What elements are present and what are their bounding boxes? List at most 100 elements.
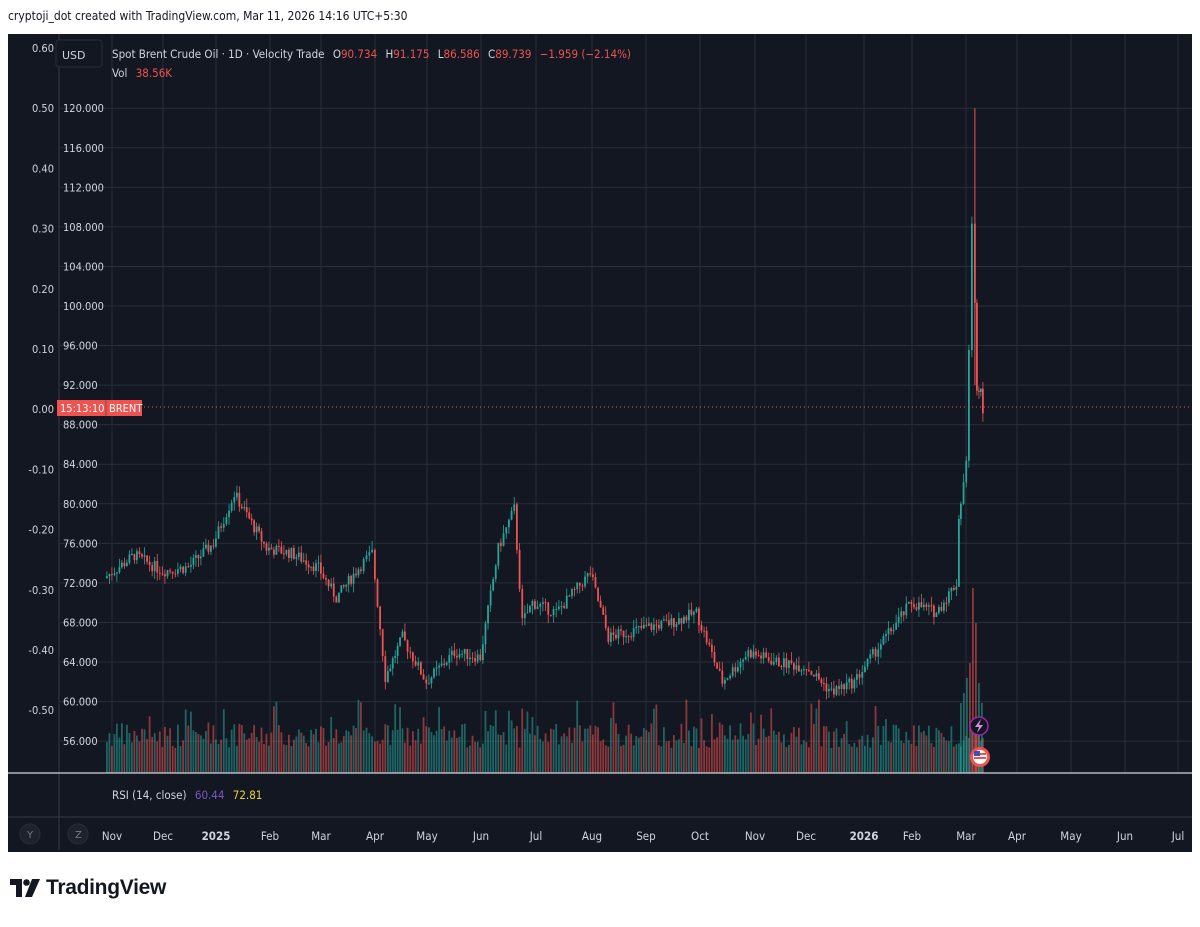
volume-bar <box>734 735 737 773</box>
volume-bar <box>217 743 220 773</box>
lightning-event-icon[interactable] <box>969 716 989 736</box>
volume-bar <box>497 734 500 773</box>
tradingview-logo-icon <box>10 879 40 897</box>
candle <box>680 617 683 632</box>
volume-bar <box>940 732 943 773</box>
candle <box>653 617 655 636</box>
candle <box>116 571 118 582</box>
candle <box>685 615 688 623</box>
volume-bar <box>340 742 343 773</box>
candle <box>632 619 635 642</box>
candle <box>502 525 505 547</box>
candle <box>270 543 273 550</box>
z-button[interactable]: Z <box>67 823 89 845</box>
price-tick-label: 68.000 <box>63 616 98 629</box>
candle <box>818 665 820 681</box>
candle <box>236 485 238 501</box>
candle <box>902 610 905 622</box>
volume-bar <box>357 699 360 773</box>
candle <box>693 610 695 624</box>
candle <box>368 545 371 562</box>
price-tag-time: 15:13:10 <box>60 402 104 415</box>
volume-bar <box>955 744 958 773</box>
volume-bar <box>558 744 560 773</box>
volume-bar <box>374 741 376 773</box>
candle <box>273 546 275 559</box>
candle <box>461 650 463 659</box>
candle <box>933 603 935 625</box>
candle <box>347 573 350 593</box>
left-tick-label: -0.40 <box>28 644 54 657</box>
volume-bar <box>508 710 510 773</box>
volume-bar <box>604 745 607 773</box>
left-tick-label: 0.10 <box>32 343 54 356</box>
candle <box>594 572 597 589</box>
candle <box>905 596 908 619</box>
candle <box>494 563 497 583</box>
price-tick-label: 76.000 <box>63 537 98 550</box>
candle <box>772 652 775 666</box>
volume-bar <box>928 725 930 773</box>
candle <box>524 605 526 626</box>
volume-bar <box>164 726 166 773</box>
volume-bar <box>345 730 348 773</box>
candle <box>394 650 397 664</box>
candle <box>877 642 880 665</box>
candle <box>505 527 508 539</box>
candle <box>823 677 825 692</box>
currency-label[interactable]: USD <box>62 49 86 62</box>
candle <box>645 618 648 628</box>
volume-bar <box>840 738 843 773</box>
candle <box>642 616 645 629</box>
volume-bar <box>969 663 971 773</box>
volume-bar <box>900 740 903 773</box>
candle <box>705 626 708 646</box>
candle <box>798 656 800 672</box>
volume-bar <box>433 735 435 773</box>
candle <box>255 522 258 540</box>
volume-bar <box>872 737 874 773</box>
volume-bar <box>516 725 518 773</box>
price-candles <box>106 108 984 700</box>
candle <box>721 662 724 688</box>
volume-bar <box>116 723 118 773</box>
candle <box>222 517 225 532</box>
volume-bar <box>805 742 808 773</box>
volume-bar <box>302 735 305 773</box>
candle <box>138 547 141 558</box>
candle <box>293 545 295 560</box>
volume-bar <box>607 746 610 773</box>
candle <box>864 661 866 673</box>
price-tick-label: 108.000 <box>63 221 104 234</box>
volume-bar <box>864 745 866 773</box>
candle <box>518 543 521 592</box>
volume-bar <box>445 740 448 773</box>
candle <box>845 673 848 694</box>
legend-h-value: 91.175 <box>393 47 429 61</box>
candle <box>711 639 713 658</box>
price-tick-label: 80.000 <box>63 498 98 511</box>
y-button[interactable]: Y <box>19 823 41 845</box>
volume-bar <box>665 741 668 773</box>
us-flag-event-icon[interactable] <box>970 747 990 767</box>
candle <box>433 667 435 680</box>
volume-bar <box>106 741 108 773</box>
volume-bar <box>338 743 340 773</box>
candle <box>151 561 154 577</box>
volume-bar <box>798 727 800 773</box>
volume-bar <box>166 735 169 773</box>
volume-bar <box>815 708 818 773</box>
candle <box>471 652 474 663</box>
volume-bar <box>708 747 711 773</box>
candle <box>258 523 260 534</box>
candle <box>466 648 469 667</box>
volume-bar <box>895 724 898 773</box>
candle <box>345 584 348 592</box>
candle <box>192 554 195 570</box>
volume-bar <box>404 742 406 773</box>
volume-bar <box>915 745 918 773</box>
volume-bar <box>938 730 940 773</box>
candle <box>387 665 389 684</box>
volume-bar <box>780 742 783 773</box>
volume-bar <box>602 739 605 773</box>
